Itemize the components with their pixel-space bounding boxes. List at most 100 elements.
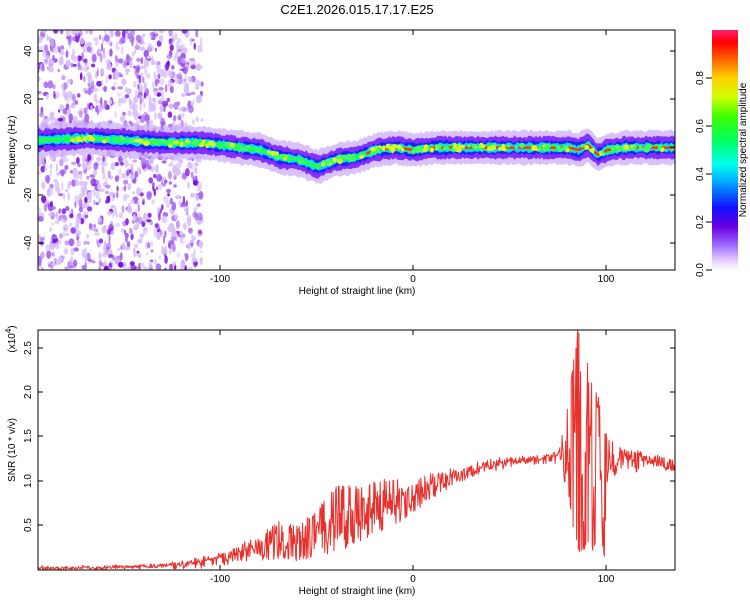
spectrogram-noise-cell — [50, 222, 55, 226]
spectrogram-noise-cell — [163, 235, 165, 245]
spectrogram-noise-cell — [177, 101, 180, 106]
spectrogram-image — [38, 30, 675, 270]
spectrogram-peak-cell — [542, 146, 550, 152]
spectrogram-frame — [37, 29, 676, 271]
spectrogram-noise-cell — [143, 111, 148, 118]
spectrogram-noise-cell — [57, 255, 63, 264]
spectrogram-noise-cell — [158, 35, 164, 42]
spectrogram-noise-cell — [152, 97, 157, 104]
spectrogram-noise-cell — [169, 197, 174, 205]
spectrogram-noise-cell — [115, 41, 119, 48]
spectrogram-noise-cell — [127, 32, 132, 40]
spectrogram-noise-cell — [71, 179, 76, 187]
spectrogram-noise-cell — [123, 179, 129, 185]
spectrogram-peak-cell — [422, 147, 428, 152]
spectrogram-noise-cell — [107, 170, 111, 178]
spectrogram-noise-cell — [86, 175, 90, 180]
spectrogram-noise-cell — [158, 98, 163, 104]
spectrogram-noise-cell — [136, 221, 140, 226]
spectrogram-noise-cell — [83, 186, 88, 192]
spectrogram-noise-cell — [59, 52, 66, 56]
spectrogram-noise-cell — [117, 86, 124, 90]
spectrogram-noise-cell — [103, 240, 107, 248]
spectrogram-noise-cell — [49, 111, 55, 118]
spectrogram-peak-cell — [255, 148, 261, 153]
spectrogram-peak-cell — [442, 146, 450, 151]
spectrogram-noise-cell — [181, 30, 188, 34]
spectrogram-peak-cell — [461, 144, 465, 149]
snr-scale-suffix: ) — [7, 325, 18, 328]
spectrogram-noise-cell — [108, 254, 114, 259]
spectrogram-noise-cell — [93, 87, 99, 93]
snr-y-tick-label: 1.0 — [23, 474, 34, 488]
spectrogram-noise-cell — [152, 87, 159, 92]
spectrogram-noise-cell — [147, 42, 152, 50]
spectrogram-noise-cell — [43, 44, 49, 52]
spectrogram-noise-cell — [126, 53, 130, 62]
colorbar-tick-label: 0.8 — [695, 71, 706, 85]
spectrogram-noise-cell — [108, 74, 112, 80]
spectrogram-noise-cell — [104, 34, 110, 42]
spectrogram-peak-cell — [633, 143, 637, 150]
spectrogram-noise-cell — [143, 92, 147, 99]
spectrogram-noise-cell — [140, 157, 146, 167]
spectrogram-noise-cell — [198, 191, 204, 200]
spectrogram-noise-cell — [78, 206, 83, 213]
spectrogram-noise-cell — [86, 233, 90, 239]
spectrogram-noise-cell — [184, 206, 190, 213]
spectrogram-noise-cell — [187, 181, 190, 189]
spectrogram-noise-cell — [119, 212, 123, 219]
spectrogram-noise-cell — [103, 99, 108, 106]
spectrogram-peak-cell — [337, 158, 343, 164]
spectrogram-noise-cell — [190, 36, 193, 46]
spectrogram-noise-cell — [91, 189, 96, 193]
spectrogram-noise-cell — [151, 199, 155, 205]
spectrogram-peak-cell — [584, 145, 590, 150]
spectrogram-peak-cell — [198, 142, 205, 148]
spectrogram-noise-cell — [123, 229, 127, 235]
spectrogram-noise-cell — [47, 65, 52, 70]
colorbar: 0.0 0.2 0.4 0.6 0.8 Normalized spectral … — [695, 30, 749, 277]
spectrogram-noise-cell — [169, 85, 174, 94]
spectrogram-noise-cell — [179, 112, 184, 119]
spectrogram-noise-cell — [154, 79, 160, 84]
spectrogram-noise-cell — [169, 40, 173, 45]
spectrogram-peak-cell — [471, 143, 476, 149]
spectrogram-noise-cell — [164, 246, 167, 250]
spectrogram-noise-cell — [51, 206, 56, 211]
spectrogram-noise-cell — [132, 159, 138, 163]
spectrogram-noise-cell — [78, 180, 84, 187]
snr-x-tick-label: 100 — [598, 574, 615, 585]
spectrogram-noise-cell — [65, 59, 71, 67]
snr-y-tick-label: 2.0 — [23, 385, 34, 399]
spectrogram-x-tick-label: 100 — [598, 274, 615, 285]
snr-x-tick-label: 0 — [410, 574, 416, 585]
spectrogram-noise-cell — [93, 162, 99, 171]
spectrogram-noise-cell — [131, 51, 135, 57]
spectrogram-noise-cell — [166, 54, 173, 60]
spectrogram-noise-cell — [137, 83, 140, 90]
spectrogram-noise-cell — [79, 72, 83, 81]
spectrogram-noise-cell — [158, 212, 161, 222]
spectrogram-noise-cell — [115, 191, 119, 199]
spectrogram-noise-cell — [194, 162, 199, 167]
spectrogram-noise-cell — [65, 50, 69, 58]
spectrogram-noise-cell — [182, 66, 188, 75]
spectrogram-noise-cell — [190, 171, 194, 179]
spectrogram-peak-cell — [325, 158, 331, 165]
spectrogram-noise-cell — [40, 236, 45, 242]
spectrogram-peak-cell — [205, 143, 209, 149]
spectrogram-noise-cell — [65, 103, 70, 111]
spectrogram-noise-cell — [174, 194, 181, 199]
spectrogram-noise-cell — [156, 173, 163, 182]
spectrogram-noise-cell — [69, 222, 73, 228]
spectrogram-noise-cell — [45, 116, 51, 123]
spectrogram-noise-cell — [118, 168, 122, 176]
spectrogram-peak-cell — [401, 147, 405, 152]
spectrogram-noise-cell — [80, 218, 84, 225]
spectrogram-noise-cell — [74, 195, 80, 203]
spectrogram-noise-cell — [130, 234, 134, 240]
spectrogram-noise-cell — [57, 68, 60, 73]
spectrogram-noise-cell — [124, 184, 127, 192]
spectrogram-noise-cell — [109, 30, 112, 36]
